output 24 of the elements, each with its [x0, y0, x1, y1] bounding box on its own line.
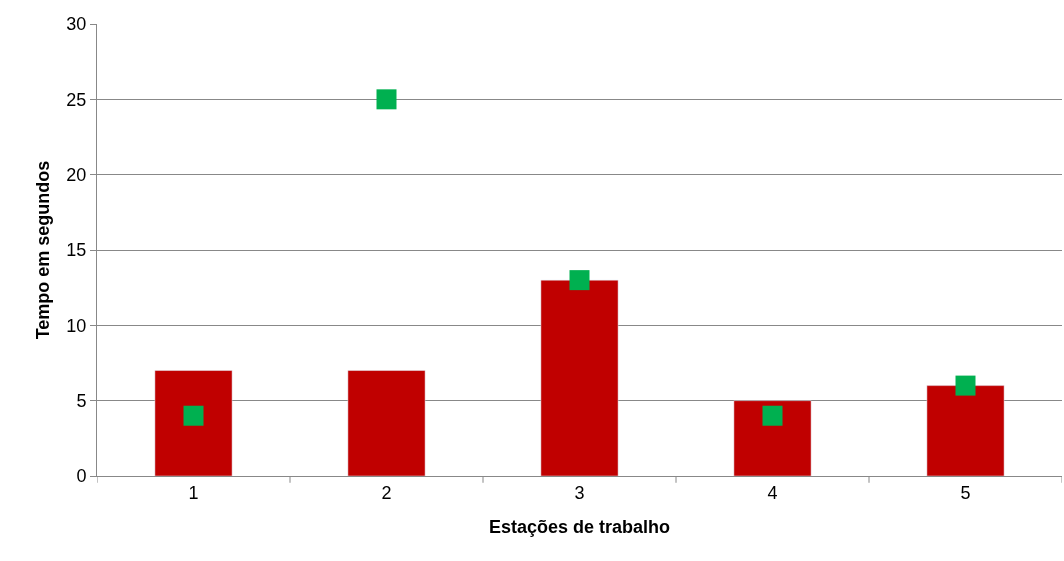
point	[762, 405, 783, 426]
y-tick-label: 15	[66, 240, 87, 261]
x-tick-label: 4	[767, 482, 778, 503]
y-tick-label: 25	[66, 89, 87, 110]
y-tick-label: 0	[76, 466, 87, 487]
y-tick-label: 30	[66, 14, 87, 35]
bar	[733, 400, 812, 476]
y-tick-label: 10	[66, 315, 87, 336]
point	[955, 375, 976, 396]
y-axis-title: Tempo em segundos	[32, 160, 53, 340]
point	[183, 405, 204, 426]
x-axis-title: Estações de trabalho	[488, 516, 671, 537]
bar	[154, 370, 233, 476]
y-tick-label: 20	[66, 164, 87, 185]
y-tick-label: 5	[76, 390, 87, 411]
x-tick-label: 1	[188, 482, 199, 503]
point	[569, 270, 590, 291]
point	[376, 89, 397, 110]
x-tick-label: 2	[381, 482, 392, 503]
bar	[347, 370, 426, 476]
bar	[540, 279, 619, 476]
x-tick-label: 3	[574, 482, 585, 503]
x-tick-label: 5	[960, 482, 971, 503]
bar	[926, 385, 1005, 476]
